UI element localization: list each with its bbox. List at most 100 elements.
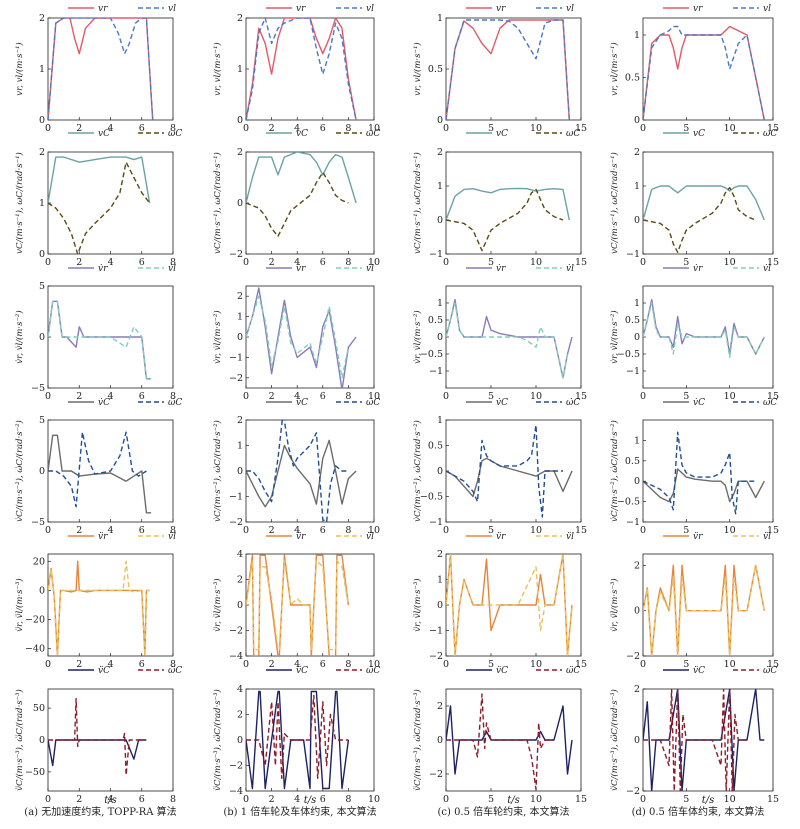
y-tick-label: −2: [429, 769, 443, 780]
y-tick-label: −0.5: [617, 497, 640, 508]
y-tick-label: 2: [237, 415, 243, 426]
y-tick-label: 0: [237, 332, 243, 343]
x-tick-label: 0: [243, 391, 249, 402]
y-axis-label: v̈r, v̈l/(m·s⁻³): [412, 578, 423, 631]
y-tick-label: 0: [39, 585, 45, 596]
legend-r4-b: v̇C ω̇C: [266, 398, 380, 408]
x-tick-label: 0: [640, 123, 646, 134]
legend-label: vl: [566, 4, 574, 14]
x-tick-label: 10: [724, 391, 736, 402]
x-tick-label: 6: [139, 525, 145, 536]
y-tick-label: 0.5: [428, 315, 443, 326]
y-tick-label: 1: [634, 30, 640, 41]
y-tick-label: 0: [634, 476, 640, 487]
y-tick-label: −40: [25, 644, 45, 655]
y-tick-label: 0: [39, 249, 45, 260]
x-tick-label: 10: [724, 794, 736, 805]
legend-r5-a: v̈r v̈l: [68, 532, 176, 542]
x-tick-label: 2: [269, 525, 275, 536]
legend-r6-c: v̈C ω̈C: [466, 666, 580, 676]
legend-label: v̇r: [98, 264, 108, 274]
legend-label: v̇l: [763, 264, 771, 274]
axes-frame-r4-c: [445, 419, 582, 523]
axes-frame-r2-b: [245, 151, 375, 255]
y-tick-label: 0: [237, 198, 243, 209]
y-tick-label: 0: [634, 332, 640, 343]
series-line-v̇l: [643, 302, 765, 359]
series-line-ω̇C: [643, 431, 756, 515]
y-axis-label: v̇r, v̇l/(m·s⁻²): [14, 310, 25, 363]
legend-label: ω̇C: [168, 398, 182, 408]
y-tick-label: 20: [33, 556, 45, 567]
y-tick-label: 0.5: [428, 441, 443, 452]
x-tick-label: 4: [294, 525, 300, 536]
series-line-v̈C: [48, 739, 147, 767]
x-tick-label: 4: [107, 257, 113, 268]
y-tick-label: −1: [626, 517, 640, 528]
y-axis-label: v̇r, v̇l/(m·s⁻²): [412, 310, 423, 363]
x-tick-label: 4: [294, 659, 300, 670]
x-tick-label: 2: [76, 391, 82, 402]
x-tick-label: 10: [530, 391, 542, 402]
y-axis-label: v̈C/(m·s⁻³), ω̈C/(rad·s⁻³): [14, 689, 25, 791]
axes-frame-r3-b: [245, 285, 375, 389]
x-tick-label: 0: [443, 391, 449, 402]
x-tick-label: 5: [683, 659, 689, 670]
y-tick-label: −1: [626, 249, 640, 260]
legend-r3-d: v̇r v̇l: [663, 264, 771, 274]
x-tick-label: 0: [45, 123, 51, 134]
y-tick-label: 0: [634, 115, 640, 126]
y-tick-label: 0: [437, 466, 443, 477]
x-tick-label: 2: [269, 794, 275, 805]
y-tick-label: −1: [429, 517, 443, 528]
y-tick-label: 1: [437, 181, 443, 192]
x-tick-label: 8: [345, 525, 351, 536]
y-tick-label: 2: [39, 147, 45, 158]
x-tick-label: 0: [45, 525, 51, 536]
y-tick-label: −1: [429, 249, 443, 260]
x-axis-label: t/s: [104, 795, 117, 806]
legend-label: vl: [168, 4, 176, 14]
legend-label: ω̇C: [366, 398, 380, 408]
y-tick-label: 2: [634, 147, 640, 158]
legend-label: vr: [98, 4, 108, 14]
x-tick-label: 0: [443, 525, 449, 536]
series-line-v̇l: [48, 300, 152, 380]
x-tick-label: 6: [320, 123, 326, 134]
series-line-ωC: [48, 161, 151, 254]
series-line-ω̈C: [643, 689, 747, 791]
y-axis-label: v̇C/(m·s⁻²), ω̇C/(rad·s⁻²): [412, 420, 423, 522]
axes-frame-r1-a: [47, 17, 174, 121]
legend-r2-a: vC ωC: [68, 129, 182, 139]
y-tick-label: −50: [25, 767, 45, 778]
legend-r3-c: v̇r v̇l: [466, 264, 574, 274]
legend-label: vr: [693, 4, 703, 14]
legend-r1-a: vr vl: [68, 4, 176, 14]
y-tick-label: 1: [634, 298, 640, 309]
x-tick-label: 4: [107, 525, 113, 536]
series-line-v̈r: [48, 560, 150, 656]
y-tick-label: 0: [237, 466, 243, 477]
legend-r5-b: v̈r v̈l: [266, 532, 374, 542]
legend-r6-a: v̈C ω̈C: [68, 666, 182, 676]
legend-label: v̈C: [693, 666, 705, 676]
y-tick-label: 0.5: [625, 315, 640, 326]
x-tick-label: 8: [345, 257, 351, 268]
y-tick-label: 5: [39, 415, 45, 426]
x-tick-label: 4: [294, 257, 300, 268]
legend-label: v̈C: [98, 666, 110, 676]
y-axis-label: v̇C/(m·s⁻²), ω̇C/(rad·s⁻²): [609, 420, 620, 522]
x-tick-label: 0: [443, 794, 449, 805]
axes-frame-r5-a: [47, 553, 174, 657]
x-tick-label: 4: [107, 391, 113, 402]
series-line-vr: [246, 18, 357, 120]
subfigure-caption: (d) 0.5 倍车体约束, 本文算法: [632, 805, 765, 818]
legend-label: v̇C: [98, 398, 110, 408]
x-tick-label: 15: [767, 391, 779, 402]
series-line-ω̈C: [48, 697, 142, 776]
legend-label: v̇r: [296, 264, 306, 274]
series-line-v̇C: [48, 434, 152, 514]
legend-label: vC: [98, 129, 110, 139]
y-tick-label: −2: [626, 786, 640, 797]
